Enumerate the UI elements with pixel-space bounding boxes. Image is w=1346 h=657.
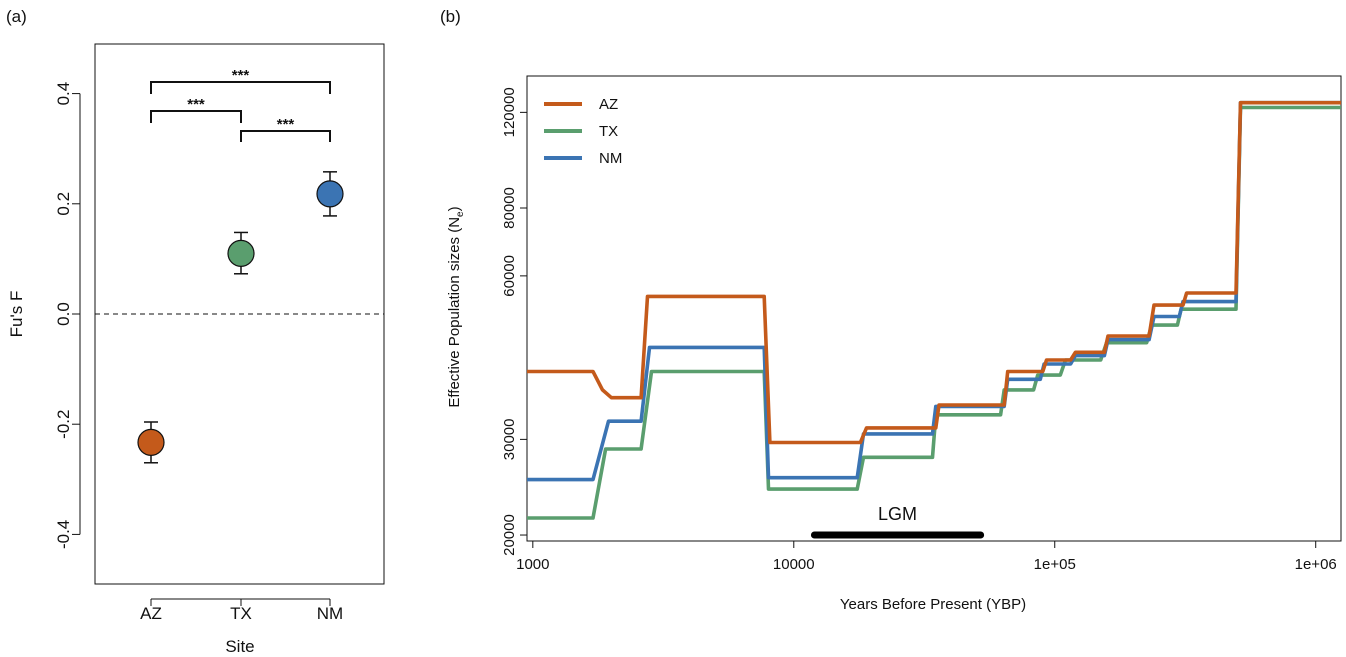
panel-b-label: (b) (440, 7, 461, 26)
data-point-tx (227, 239, 255, 267)
significance-bracket (150, 81, 331, 94)
data-point-az (137, 428, 165, 456)
panel-b-y-tick-label: 60000 (501, 255, 518, 297)
panel-b-x-tick-label: 10000 (773, 556, 815, 573)
panel-a-y-tick-label: -0.2 (54, 410, 73, 439)
panel-a-y-axis-label: Fu's F (7, 291, 26, 338)
panel-a-x-tick-label: TX (230, 604, 252, 623)
panel-a-label: (a) (6, 7, 27, 26)
legend-label-tx: TX (599, 123, 618, 140)
significance-bracket (150, 110, 242, 123)
data-point-nm (316, 180, 344, 208)
panel-a-x-tick-label: NM (317, 604, 343, 623)
panel-b-y-axis-label-sub: e (455, 211, 466, 217)
significance-label: *** (232, 67, 250, 84)
panel-b-y-tick-label: 120000 (501, 87, 518, 137)
panel-a-x-axis-label: Site (225, 637, 254, 656)
panel-a-x-tick-label: AZ (140, 604, 162, 623)
panel-b: (b) Years Before Present (YBP) Effective… (440, 7, 1342, 613)
legend-label-nm: NM (599, 150, 622, 167)
panel-b-y-tick-label: 30000 (501, 419, 518, 461)
panel-b-x-axis-label: Years Before Present (YBP) (840, 596, 1026, 613)
legend-label-az: AZ (599, 96, 618, 113)
significance-label: *** (187, 96, 205, 113)
panel-a-y-tick-label: 0.2 (54, 192, 73, 216)
panel-b-y-axis-label-end: ) (446, 206, 463, 211)
significance-bracket (240, 130, 331, 142)
panel-a: (a) Fu's F Site -0.4 -0.2 0.0 0.2 0.4 AZ TX NM *… (6, 7, 385, 656)
panel-b-x-tick-label: 1000 (516, 556, 549, 573)
significance-label: *** (277, 116, 295, 133)
panel-b-y-tick-label: 20000 (501, 514, 518, 556)
panel-b-x-tick-label: 1e+06 (1295, 556, 1337, 573)
series-line-tx (527, 105, 1341, 520)
panel-a-y-tick-label: -0.4 (54, 520, 73, 549)
panel-b-y-axis-label: Effective Population sizes (Ne) (446, 206, 466, 407)
series-line-az (527, 100, 1341, 445)
panel-a-y-tick-label: 0.4 (54, 82, 73, 106)
lgm-label: LGM (878, 504, 917, 524)
panel-b-y-axis-label-main: Effective Population sizes (N (446, 217, 463, 408)
panel-b-x-tick-label: 1e+05 (1034, 556, 1076, 573)
panel-b-y-tick-label: 80000 (501, 187, 518, 229)
series-line-nm (527, 100, 1341, 482)
panel-a-y-tick-label: 0.0 (54, 302, 73, 326)
